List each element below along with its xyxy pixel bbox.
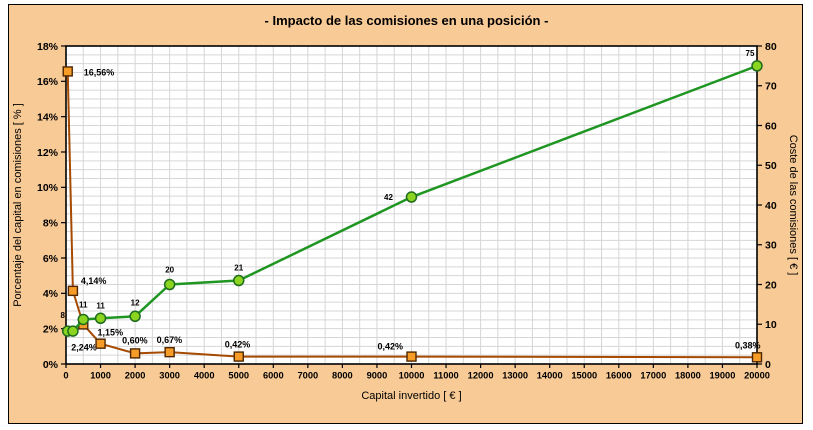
y-left-tick-label: 18% <box>37 41 59 53</box>
y-left-tick-label: 6% <box>43 253 59 265</box>
data-point-label: 2,24% <box>71 342 97 352</box>
y-right-tick-label: 20 <box>765 279 777 291</box>
data-point-label: 0,42% <box>378 342 404 352</box>
x-tick-label: 1000 <box>90 371 111 381</box>
data-point-marker <box>164 346 175 358</box>
data-point-marker <box>129 310 141 323</box>
y-left-tick-label: 14% <box>37 111 59 123</box>
y-right-tick-label: 80 <box>765 41 777 53</box>
x-tick-label: 7000 <box>298 371 319 381</box>
data-point-label: 16,56% <box>84 67 115 77</box>
x-tick-label: 11000 <box>433 371 458 381</box>
data-point-label: 11 <box>96 301 105 310</box>
y-right-tick-label: 30 <box>765 240 777 252</box>
data-point-marker <box>751 60 763 72</box>
x-axis-title: Capital invertido [ € ] <box>361 390 461 402</box>
y-right-tick-label: 70 <box>765 81 777 93</box>
x-tick-label: 20000 <box>744 371 770 381</box>
y-left-tick-label: 8% <box>43 217 59 229</box>
x-tick-label: 6000 <box>263 371 284 381</box>
y-left-tick-label: 2% <box>43 323 59 335</box>
x-tick-label: 0 <box>63 371 68 381</box>
y-right-tick-label: 60 <box>765 120 777 132</box>
data-point-marker <box>94 312 107 325</box>
data-point-label: 0,42% <box>225 340 251 350</box>
y-right-tick-label: 10 <box>765 319 777 331</box>
x-tick-label: 14000 <box>537 371 563 381</box>
data-point-marker <box>233 274 245 287</box>
x-tick-label: 15000 <box>571 371 597 381</box>
x-tick-label: 5000 <box>228 371 249 381</box>
x-tick-label: 13000 <box>502 371 528 381</box>
data-point-marker <box>406 351 417 362</box>
x-tick-label: 12000 <box>468 371 494 381</box>
y-axis-right: 0 10 20 30 40 50 60 70 80 <box>757 41 777 371</box>
data-point-label: 11 <box>79 300 88 309</box>
x-tick-label: 10000 <box>399 371 425 381</box>
x-tick-label: 19000 <box>710 371 736 381</box>
y-left-tick-label: 4% <box>43 288 59 300</box>
x-tick-label: 17000 <box>640 371 666 381</box>
data-point-marker <box>67 325 79 337</box>
series-percentage: 16,56% 4,14% 2,24%1,15%0,60% 0,67% 0,42% 0,42… <box>62 66 763 363</box>
x-tick-label: 4000 <box>194 371 215 381</box>
x-tick-label: 16000 <box>606 371 632 381</box>
x-axis: 0 1000 2000 3000 4000 5000 6000 7000 8000 9000 100… <box>63 364 770 381</box>
y-left-tick-label: 10% <box>37 182 59 194</box>
data-point-label: 0,60% <box>122 335 148 345</box>
x-tick-label: 3000 <box>159 371 180 381</box>
data-point-label: 12 <box>131 298 140 307</box>
gridlines <box>66 46 757 364</box>
data-point-label: 4,14% <box>81 276 107 286</box>
data-point-label: 1,15% <box>98 328 124 338</box>
y-right-tick-label: 40 <box>765 200 777 212</box>
data-point-marker <box>77 313 90 326</box>
data-point-label: 8 <box>61 311 66 320</box>
data-point-marker <box>129 348 141 359</box>
y-right-tick-label: 0 <box>765 359 771 371</box>
y-right-tick-label: 50 <box>765 160 777 172</box>
series-cost: 8 11 11 12 20 21 42 75 <box>61 49 763 337</box>
y-left-tick-label: 0% <box>43 359 59 371</box>
y-right-axis-title: Coste de las comisiones [ € ] <box>787 135 799 276</box>
y-axis-left: 0% 2% 4% 6% 8% 10% 12% 14% 16% 18% <box>37 41 66 371</box>
data-point-label: 0,67% <box>157 335 183 345</box>
y-left-tick-label: 16% <box>37 76 59 88</box>
data-point-marker <box>67 285 79 297</box>
data-point-label: 0,38% <box>735 340 761 350</box>
data-point-marker <box>62 66 73 77</box>
x-tick-label: 2000 <box>125 371 146 381</box>
data-point-label: 20 <box>165 266 174 275</box>
x-tick-label: 9000 <box>367 371 388 381</box>
chart-title: - Impacto de las comisiones en una posic… <box>264 13 549 28</box>
y-left-axis-title: Porcentaje del capital en comisiones [ %… <box>12 103 24 307</box>
data-point-label: 21 <box>234 264 243 273</box>
data-point-marker <box>233 351 244 362</box>
x-tick-label: 18000 <box>675 371 701 381</box>
data-point-marker <box>163 278 176 291</box>
data-point-marker <box>95 338 106 349</box>
data-point-label: 42 <box>384 193 393 202</box>
data-point-marker <box>405 191 418 203</box>
data-point-marker <box>751 352 763 363</box>
x-tick-label: 8000 <box>332 371 353 381</box>
data-point-label: 75 <box>746 49 755 58</box>
y-left-tick-label: 12% <box>37 147 59 159</box>
